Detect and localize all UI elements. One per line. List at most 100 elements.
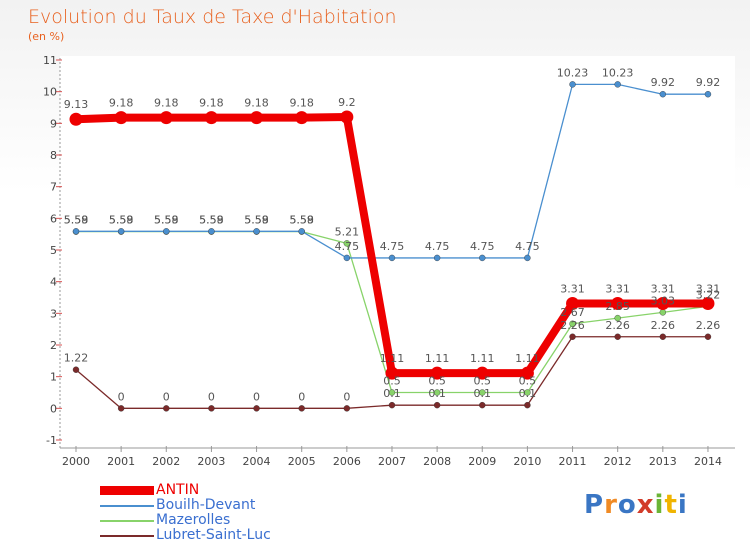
series-lines (69, 81, 715, 412)
point-bouilh-devant-2007 (388, 254, 396, 262)
point-bouilh-devant-2013 (659, 90, 667, 98)
label-lubret-saint-luc-2009: 0.1 (474, 387, 492, 400)
label-lubret-saint-luc-2001: 0 (118, 390, 125, 403)
legend-item-antin: ANTIN (100, 483, 271, 498)
point-antin-2002 (159, 111, 173, 125)
y-tick-label: 5 (50, 244, 57, 257)
y-tick-label: 9 (50, 117, 57, 130)
point-antin-2010 (520, 366, 534, 380)
label-mazerolles-2008: 0.5 (428, 375, 446, 388)
legend-label-mazerolles: Mazerolles (156, 512, 231, 528)
label-bouilh-devant-2002: 5.59 (154, 213, 179, 226)
point-lubret-saint-luc-2009 (479, 401, 486, 409)
x-tick-label: 2013 (649, 455, 677, 468)
point-lubret-saint-luc-2002 (163, 405, 170, 412)
y-tick-label: 7 (50, 181, 57, 194)
legend-swatch-bouilh-devant (100, 504, 154, 507)
label-lubret-saint-luc-2010: 0.1 (519, 387, 537, 400)
point-antin-2009 (475, 366, 489, 380)
y-tick-label: 4 (50, 276, 57, 289)
x-tick-label: 2006 (333, 455, 361, 468)
point-mazerolles-2008 (433, 389, 441, 396)
point-bouilh-devant-2005 (298, 228, 305, 235)
label-bouilh-devant-2010: 4.75 (515, 240, 540, 253)
point-lubret-saint-luc-2013 (659, 333, 667, 340)
label-antin-2000: 9.13 (64, 98, 89, 111)
label-lubret-saint-luc-2011: 2.26 (560, 319, 585, 332)
legend-swatch-mazerolles (100, 519, 154, 522)
point-mazerolles-2009 (479, 389, 486, 396)
label-bouilh-devant-2009: 4.75 (470, 240, 495, 253)
chart-title: Evolution du Taux de Taxe d'Habitation (28, 6, 397, 28)
x-tick-label: 2011 (559, 455, 587, 468)
label-lubret-saint-luc-2004: 0 (253, 390, 260, 403)
x-tick-label: 2002 (152, 455, 180, 468)
label-bouilh-devant-2003: 5.59 (199, 213, 224, 226)
y-tick-label: 3 (50, 307, 57, 320)
label-lubret-saint-luc-2002: 0 (163, 390, 170, 403)
label-lubret-saint-luc-2012: 2.26 (605, 319, 630, 332)
x-tick-label: 2005 (288, 455, 316, 468)
point-lubret-saint-luc-2012 (614, 333, 621, 340)
label-mazerolles-2004: 5.58 (244, 214, 269, 227)
point-lubret-saint-luc-2010 (524, 401, 531, 409)
legend-label-lubret-saint-luc: Lubret-Saint-Luc (156, 527, 271, 543)
point-antin-2013 (656, 297, 670, 311)
label-bouilh-devant-2011: 10.23 (557, 66, 589, 79)
point-antin-2012 (611, 297, 625, 311)
label-antin-2010: 1.11 (515, 352, 540, 365)
chart-unit: (en %) (28, 30, 65, 43)
label-bouilh-devant-2013: 9.92 (651, 76, 676, 89)
label-antin-2013: 3.31 (651, 283, 676, 296)
point-antin-2008 (430, 366, 444, 380)
point-antin-2003 (204, 111, 218, 125)
label-mazerolles-2014: 3.22 (696, 288, 721, 301)
point-mazerolles-2013 (659, 309, 667, 316)
point-lubret-saint-luc-2008 (433, 401, 441, 409)
label-bouilh-devant-2007: 4.75 (380, 240, 405, 253)
label-lubret-saint-luc-2007: 0.1 (383, 387, 401, 400)
label-bouilh-devant-2008: 4.75 (425, 240, 450, 253)
point-lubret-saint-luc-2014 (704, 333, 712, 340)
point-bouilh-devant-2008 (433, 254, 441, 262)
point-lubret-saint-luc-2001 (117, 405, 125, 412)
point-antin-2011 (566, 297, 580, 311)
point-lubret-saint-luc-2011 (569, 333, 576, 340)
label-lubret-saint-luc-2008: 0.1 (428, 387, 446, 400)
point-antin-2007 (385, 366, 399, 380)
x-tick-label: 2009 (468, 455, 496, 468)
x-tick-label: 2004 (243, 455, 271, 468)
label-bouilh-devant-2005: 5.59 (289, 213, 314, 226)
label-mazerolles-2009: 0.5 (474, 375, 492, 388)
label-antin-2005: 9.18 (289, 97, 314, 110)
label-bouilh-devant-2012: 10.23 (602, 66, 634, 79)
point-mazerolles-2012 (614, 314, 621, 322)
label-mazerolles-2001: 5.58 (109, 214, 134, 227)
label-mazerolles-2007: 0.5 (383, 375, 401, 388)
x-tick-label: 2007 (378, 455, 406, 468)
label-mazerolles-2012: 2.85 (605, 300, 630, 313)
label-antin-2011: 3.31 (560, 283, 585, 296)
point-lubret-saint-luc-2006 (343, 405, 351, 412)
x-tick-label: 2010 (513, 455, 541, 468)
point-mazerolles-2006 (343, 240, 351, 247)
legend-label-antin: ANTIN (156, 482, 200, 498)
label-antin-2006: 9.2 (338, 96, 356, 109)
y-tick-label: 0 (50, 402, 57, 415)
label-lubret-saint-luc-2013: 2.26 (651, 319, 676, 332)
point-antin-2001 (114, 111, 128, 125)
point-lubret-saint-luc-2005 (298, 405, 305, 412)
point-bouilh-devant-2004 (253, 228, 260, 235)
label-antin-2001: 9.18 (109, 97, 134, 110)
axes: -1 0 1 2 3 4 5 6 7 8 9 10 11 2000 2001 2002 2003 2004 2005… (43, 54, 735, 468)
label-bouilh-devant-2001: 5.59 (109, 213, 134, 226)
point-mazerolles-2010 (524, 389, 531, 396)
x-tick-label: 2001 (107, 455, 135, 468)
label-lubret-saint-luc-2000: 1.22 (64, 352, 89, 365)
label-antin-2004: 9.18 (244, 97, 269, 110)
y-tick-label: 10 (43, 86, 57, 99)
point-antin-2006 (340, 110, 354, 124)
y-tick-label: 1 (50, 371, 57, 384)
label-lubret-saint-luc-2006: 0 (343, 390, 350, 403)
point-mazerolles-2011 (569, 320, 576, 327)
